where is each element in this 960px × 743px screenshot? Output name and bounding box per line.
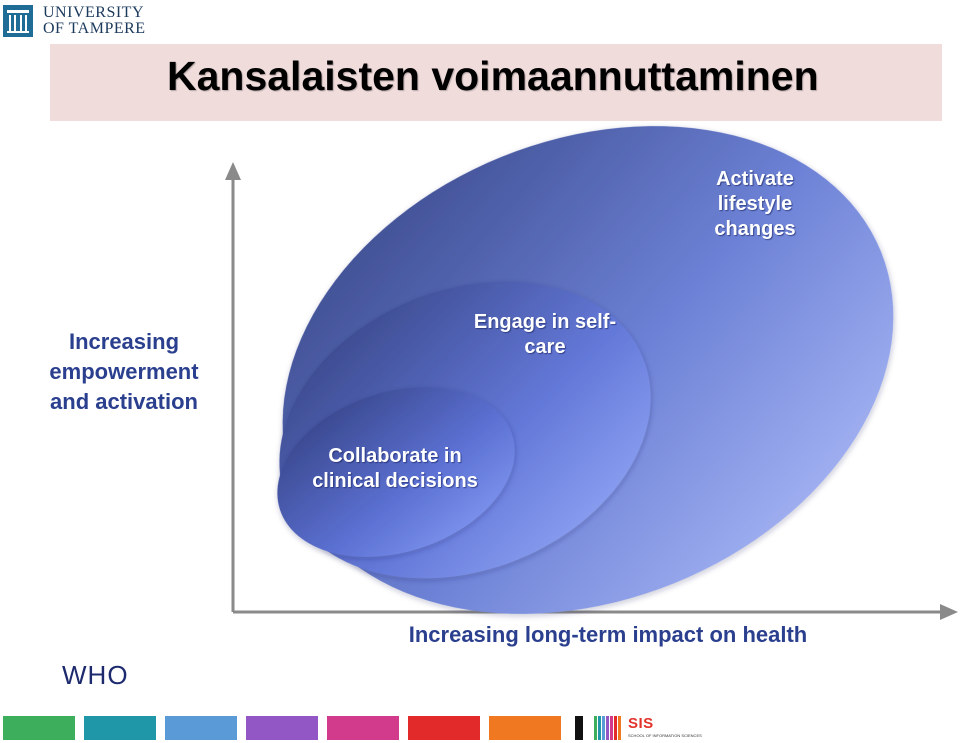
footer-block-green [3, 716, 75, 740]
sis-logo-subtext: SCHOOL OF INFORMATION SCIENCES [628, 733, 702, 738]
y-axis-arrow-icon [225, 162, 241, 180]
university-name-line1: UNIVERSITY [43, 4, 144, 21]
title-band: Kansalaisten voimaannuttaminen [50, 44, 942, 121]
sis-stripes-icon [594, 716, 621, 740]
ellipse-inner-label: Collaborate in clinical decisions [312, 445, 478, 492]
ellipse-middle-label: Engage in self-care [473, 311, 617, 358]
y-axis-label: Increasing empowerment and activation [49, 329, 199, 414]
footer-block-blue [165, 716, 237, 740]
footer-color-bar: SIS SCHOOL OF INFORMATION SCIENCES [0, 714, 960, 742]
x-axis-label: Increasing long-term impact on health [408, 622, 808, 647]
x-axis-arrow-icon [940, 604, 958, 620]
footer-block-black [575, 716, 583, 740]
university-name-line2: OF TAMPERE [43, 20, 146, 37]
sis-logo-text: SIS [628, 715, 654, 732]
footer-block-orange [489, 716, 561, 740]
ellipse-outer-label: Activate lifestyle changes [714, 168, 796, 240]
university-name: UNIVERSITY OF TAMPERE [43, 5, 178, 37]
footer-block-purple [246, 716, 318, 740]
university-crest-icon [3, 5, 33, 37]
sis-logo: SIS SCHOOL OF INFORMATION SCIENCES [570, 714, 702, 742]
university-logo: UNIVERSITY OF TAMPERE [3, 5, 173, 39]
slide-title: Kansalaisten voimaannuttaminen [167, 53, 819, 99]
ellipse-inner [277, 387, 515, 557]
source-note: WHO [62, 660, 129, 690]
footer-block-red [408, 716, 480, 740]
footer-block-teal [84, 716, 156, 740]
footer-block-pink [327, 716, 399, 740]
